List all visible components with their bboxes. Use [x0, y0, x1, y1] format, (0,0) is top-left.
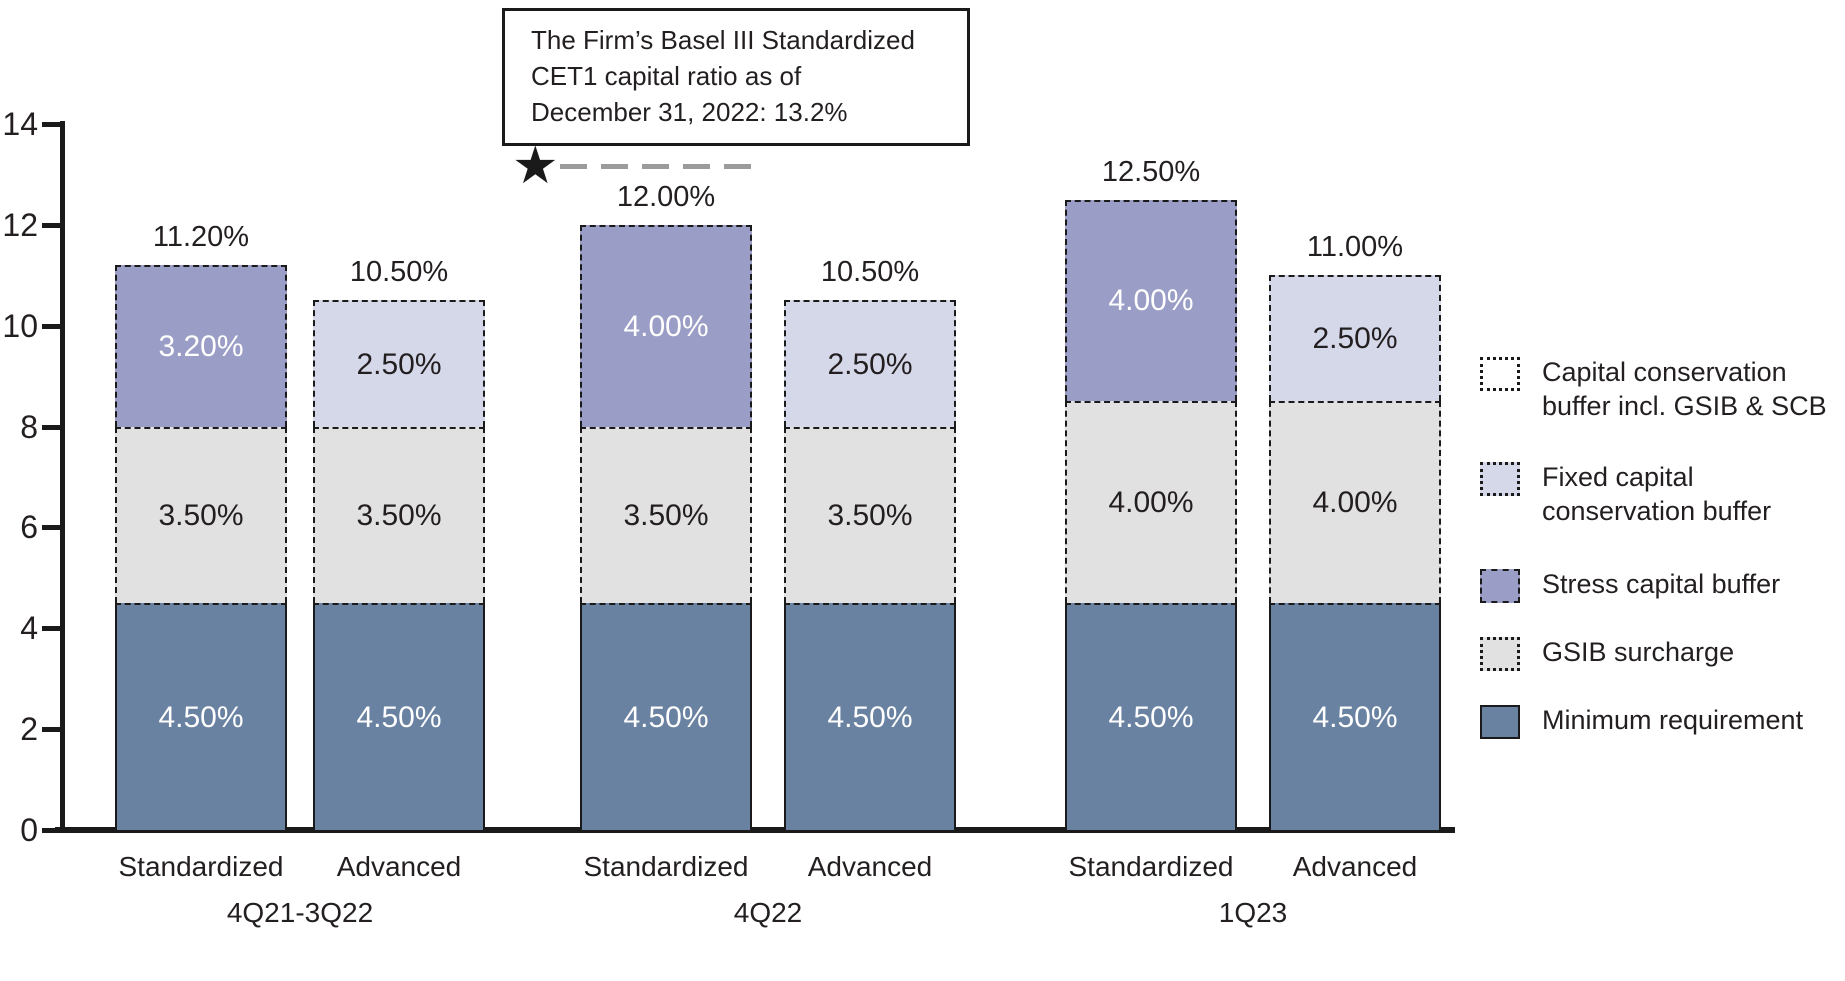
- bar-total-label: 10.50%: [820, 256, 920, 289]
- segment-fixed-capital-conservation-buffer: 2.50%: [784, 300, 956, 427]
- y-axis-tick-label: 14: [2, 105, 38, 142]
- segment-minimum-requirement: 4.50%: [784, 603, 956, 830]
- dashed-leader-line: [560, 164, 760, 169]
- segment-gsib-surcharge: 4.00%: [1269, 401, 1441, 604]
- segment-stress-capital-buffer: 4.00%: [1065, 199, 1237, 402]
- segment-fixed-capital-conservation-buffer: 2.50%: [1269, 275, 1441, 402]
- x-axis-line: [55, 827, 1455, 833]
- segment-minimum-requirement: 4.50%: [115, 603, 287, 830]
- bar-total-label: 11.00%: [1306, 231, 1404, 264]
- y-axis-tick-label: 12: [2, 206, 38, 243]
- star-icon: ★: [512, 137, 559, 195]
- bar-category-label: Advanced: [1292, 851, 1418, 882]
- y-axis-tick-label: 4: [20, 610, 38, 647]
- y-axis-tick: [42, 121, 62, 127]
- segment-fixed-capital-conservation-buffer: 2.50%: [313, 300, 485, 427]
- y-axis-tick: [42, 626, 62, 632]
- legend-swatch-icon: [1480, 462, 1520, 496]
- y-axis-line: [60, 121, 65, 833]
- callout-box: The Firm’s Basel III Standardized CET1 c…: [502, 8, 970, 146]
- legend-swatch-icon: [1480, 569, 1520, 603]
- y-axis-tick-label: 2: [20, 711, 38, 748]
- y-axis-tick: [42, 525, 62, 531]
- y-axis-tick-label: 8: [20, 408, 38, 445]
- bar-total-label: 11.20%: [152, 221, 250, 254]
- callout-text-line: CET1 capital ratio as of: [531, 61, 802, 91]
- bar-total-label: 10.50%: [349, 256, 449, 289]
- segment-gsib-surcharge: 3.50%: [784, 426, 956, 604]
- bar-total-label: 12.00%: [616, 180, 716, 213]
- group-label: 4Q21-3Q22: [226, 897, 374, 928]
- y-axis-tick-label: 10: [2, 307, 38, 344]
- y-axis-tick: [42, 828, 62, 833]
- legend-label: Capital conservation buffer incl. GSIB & …: [1542, 357, 1827, 421]
- y-axis-tick: [42, 727, 62, 733]
- legend-label: Minimum requirement: [1542, 705, 1804, 735]
- group-label: 4Q22: [733, 897, 803, 928]
- callout-text-line: December 31, 2022: 13.2%: [531, 97, 848, 127]
- y-axis-tick: [42, 323, 62, 329]
- bar-category-label: Standardized: [583, 851, 749, 882]
- segment-stress-capital-buffer: 4.00%: [580, 224, 752, 427]
- segment-minimum-requirement: 4.50%: [313, 603, 485, 830]
- segment-gsib-surcharge: 3.50%: [580, 426, 752, 604]
- y-axis-tick-label: 0: [20, 812, 38, 848]
- legend-label: Fixed capital conservation buffer: [1542, 462, 1772, 526]
- y-axis-tick: [42, 424, 62, 430]
- segment-minimum-requirement: 4.50%: [580, 603, 752, 830]
- y-axis-tick-label: 6: [20, 509, 38, 546]
- bar-total-label: 12.50%: [1101, 155, 1201, 188]
- segment-gsib-surcharge: 3.50%: [115, 426, 287, 604]
- legend-label: GSIB surcharge: [1542, 637, 1735, 667]
- segment-minimum-requirement: 4.50%: [1065, 603, 1237, 830]
- legend-swatch-icon: [1480, 637, 1520, 671]
- bar-category-label: Advanced: [336, 851, 462, 882]
- legend-swatch-icon: [1480, 357, 1520, 391]
- legend-swatch-icon: [1480, 705, 1520, 739]
- legend-label: Stress capital buffer: [1542, 569, 1781, 599]
- group-label: 1Q23: [1218, 897, 1288, 928]
- bar-category-label: Advanced: [807, 851, 933, 882]
- segment-stress-capital-buffer: 3.20%: [115, 265, 287, 427]
- segment-gsib-surcharge: 4.00%: [1065, 401, 1237, 604]
- callout-text-line: The Firm’s Basel III Standardized: [531, 25, 915, 55]
- segment-gsib-surcharge: 3.50%: [313, 426, 485, 604]
- y-axis-tick: [42, 222, 62, 228]
- bar-category-label: Standardized: [1068, 851, 1234, 882]
- bar-category-label: Standardized: [118, 851, 284, 882]
- segment-minimum-requirement: 4.50%: [1269, 603, 1441, 830]
